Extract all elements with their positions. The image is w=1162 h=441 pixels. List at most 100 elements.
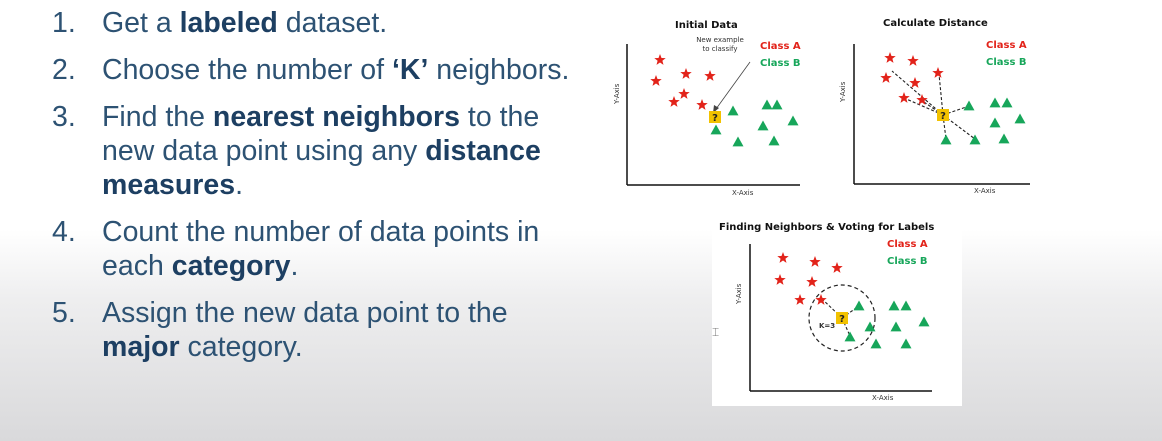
class-b-triangle-icon <box>761 99 773 110</box>
x-axis-label: X-Axis <box>732 189 754 197</box>
class-b-triangle-icon <box>1001 97 1013 108</box>
class-b-triangle-icon <box>940 134 952 145</box>
initial-data-plot: ? <box>626 44 800 186</box>
step-1: 1. Get a labeled dataset. <box>52 6 592 40</box>
step-text: Choose the number of ‘K’ neighbors. <box>102 53 569 87</box>
voting-diagram: ? Finding Neighbors & Voting for Labels … <box>712 214 962 406</box>
class-a-star-icon <box>909 77 921 88</box>
diagram-title: Calculate Distance <box>883 18 988 29</box>
distance-line <box>942 114 947 140</box>
class-b-triangle-icon <box>787 115 799 126</box>
pointer-arrow <box>715 61 751 110</box>
class-a-star-icon <box>650 75 662 86</box>
class-a-star-icon <box>680 68 692 79</box>
step-text-part: neighbors. <box>428 54 570 86</box>
step-emphasis: nearest neighbors <box>212 101 460 133</box>
step-text: Find the nearest neighbors to the new da… <box>102 100 592 202</box>
step-text: Get a labeled dataset. <box>102 6 387 40</box>
step-number: 4. <box>52 216 76 248</box>
class-a-star-icon <box>932 67 944 78</box>
legend-class-b: Class B <box>887 256 928 267</box>
class-b-triangle-icon <box>918 316 930 327</box>
text-cursor-icon: ⌶ <box>712 325 720 339</box>
step-text-part: Get a <box>102 7 180 39</box>
step-4: 4. Count the number of data points in eac… <box>52 215 592 283</box>
step-number: 5. <box>52 297 76 329</box>
class-a-star-icon <box>898 92 910 103</box>
step-text-part: Find the <box>102 101 213 133</box>
class-b-triangle-icon <box>888 300 900 311</box>
class-a-star-icon <box>678 88 690 99</box>
legend-class-a: Class A <box>760 41 801 52</box>
class-b-triangle-icon <box>998 133 1010 144</box>
class-a-star-icon <box>774 274 786 285</box>
class-b-triangle-icon <box>989 97 1001 108</box>
step-text-part: Choose the number of <box>102 54 392 86</box>
step-3: 3. Find the nearest neighbors to the new … <box>52 100 592 202</box>
class-b-triangle-icon <box>710 124 722 135</box>
step-text-part: dataset. <box>277 7 388 39</box>
k-neighborhood-circle <box>808 284 876 352</box>
class-a-star-icon <box>696 99 708 110</box>
voting-plot: ? <box>749 244 932 392</box>
k-value-label: K=3 <box>819 322 836 330</box>
legend-class-a: Class A <box>986 40 1027 51</box>
step-text-part: . <box>235 169 244 201</box>
distance-line <box>938 73 944 116</box>
new-example-note: New example to classify <box>695 36 745 54</box>
query-point-icon <box>937 109 949 121</box>
class-b-triangle-icon <box>969 134 981 145</box>
class-b-triangle-icon <box>900 338 912 349</box>
step-number: 3. <box>52 101 76 133</box>
class-a-star-icon <box>777 252 789 263</box>
class-b-triangle-icon <box>890 321 902 332</box>
class-b-triangle-icon <box>844 331 856 342</box>
class-a-star-icon <box>654 54 666 65</box>
step-emphasis: category <box>171 250 291 282</box>
query-mark: ? <box>839 314 845 325</box>
class-b-triangle-icon <box>768 135 780 146</box>
step-number: 1. <box>52 7 76 39</box>
query-point-icon <box>709 111 721 123</box>
legend-class-a: Class A <box>887 239 928 250</box>
query-point-icon <box>836 312 848 324</box>
x-axis-label: X-Axis <box>974 187 996 195</box>
class-a-star-icon <box>668 96 680 107</box>
class-a-star-icon <box>815 294 827 305</box>
class-b-triangle-icon <box>727 105 739 116</box>
class-b-triangle-icon <box>870 338 882 349</box>
class-b-triangle-icon <box>900 300 912 311</box>
class-b-triangle-icon <box>757 120 769 131</box>
steps-list: 1. Get a labeled dataset. 2. Choose the num… <box>52 6 592 377</box>
distance-line <box>841 317 851 337</box>
class-b-triangle-icon <box>771 99 783 110</box>
step-text-part: Count the number of data points in each <box>102 216 540 282</box>
calculate-distance-diagram: ? Calculate Distance Class A Class B X-A… <box>832 12 1042 202</box>
distance-line <box>891 70 944 116</box>
class-a-star-icon <box>884 52 896 63</box>
y-axis-label: Y-Axis <box>613 83 621 104</box>
class-a-star-icon <box>809 256 821 267</box>
class-a-star-icon <box>794 294 806 305</box>
legend-class-b: Class B <box>986 57 1027 68</box>
step-text-part: Assign the new data point to the <box>102 297 508 329</box>
y-axis-label: Y-Axis <box>735 283 743 304</box>
step-text-part: . <box>290 250 299 282</box>
step-number: 2. <box>52 54 76 86</box>
class-b-triangle-icon <box>864 321 876 332</box>
step-5: 5. Assign the new data point to the major… <box>52 296 592 364</box>
step-text-part: category. <box>179 331 303 363</box>
class-b-triangle-icon <box>853 300 865 311</box>
distance-line <box>903 97 944 116</box>
diagram-title: Initial Data <box>675 20 738 31</box>
y-axis-label: Y-Axis <box>839 81 847 102</box>
step-text: Assign the new data point to the major c… <box>102 296 592 364</box>
class-a-star-icon <box>806 276 818 287</box>
diagram-title: Finding Neighbors & Voting for Labels <box>719 222 935 233</box>
class-a-star-icon <box>907 55 919 66</box>
distance-line <box>942 105 970 116</box>
class-b-triangle-icon <box>1014 113 1026 124</box>
query-mark: ? <box>940 111 946 122</box>
query-mark: ? <box>712 113 718 124</box>
class-b-triangle-icon <box>732 136 744 147</box>
